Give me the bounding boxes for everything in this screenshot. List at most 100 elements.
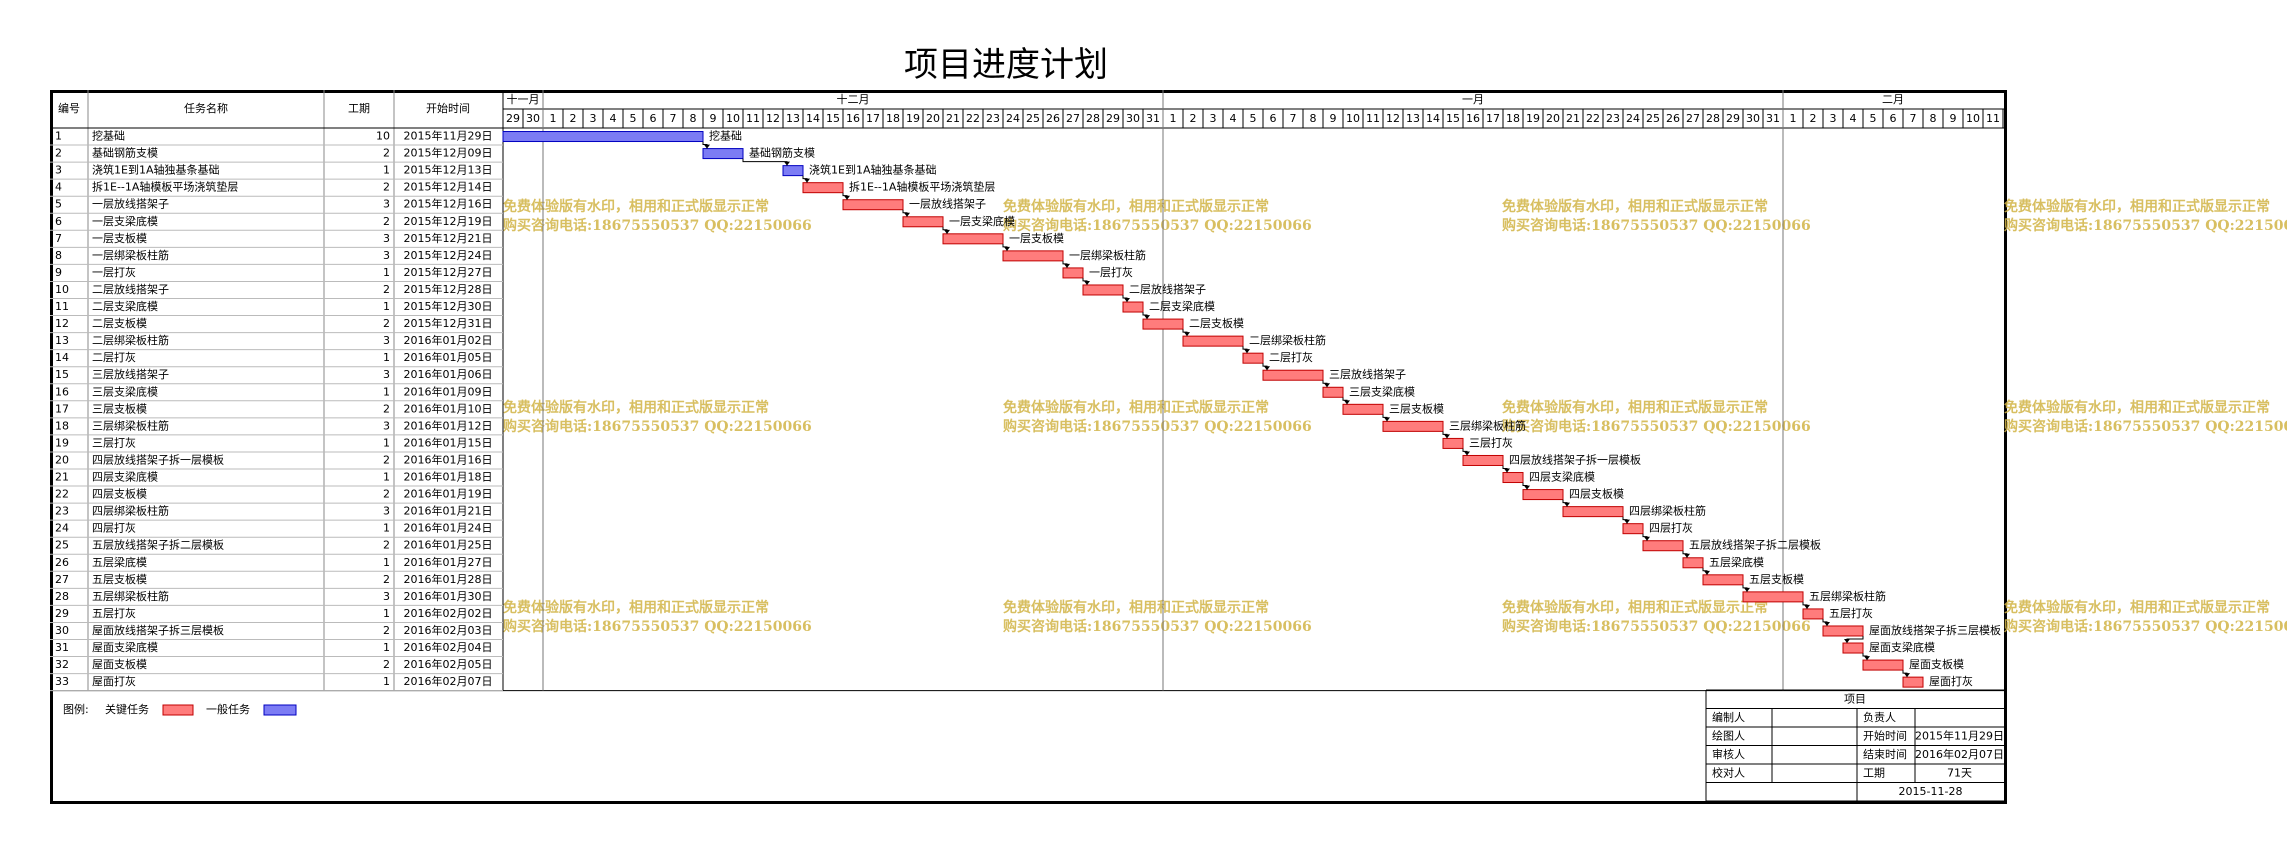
info-date: 2015-11-28 — [1899, 785, 1963, 798]
day-label: 9 — [1330, 112, 1337, 125]
info-title: 项目 — [1844, 692, 1866, 705]
task-duration: 2 — [383, 573, 390, 586]
arrowhead — [1344, 400, 1350, 405]
info-label: 校对人 — [1712, 765, 1745, 779]
column-header: 开始时间 — [426, 101, 470, 115]
day-label: 25 — [1026, 112, 1040, 125]
legend-label: 一般任务 — [206, 703, 250, 716]
task-id: 14 — [55, 351, 69, 364]
day-label: 27 — [1686, 112, 1700, 125]
day-label: 11 — [1366, 112, 1380, 125]
day-label: 10 — [1346, 112, 1360, 125]
arrowhead — [1564, 502, 1570, 507]
task-duration: 3 — [383, 419, 390, 432]
task-duration: 3 — [383, 368, 390, 381]
arrowhead — [1684, 553, 1690, 558]
task-id: 9 — [55, 266, 62, 279]
arrowhead — [1324, 383, 1330, 388]
day-label: 23 — [1606, 112, 1620, 125]
task-duration: 2 — [383, 317, 390, 330]
task-name: 二层支板模 — [92, 316, 147, 330]
task-bar — [1502, 472, 1524, 484]
bar-label: 五层绑梁板柱筋 — [1809, 589, 1886, 603]
watermark: 免费体验版有水印，相用和正式版显示正常 — [2004, 599, 2270, 616]
task-bar — [1862, 659, 1904, 671]
day-label: 16 — [1466, 112, 1480, 125]
bar-label: 一层绑梁板柱筋 — [1069, 248, 1146, 262]
day-label: 19 — [906, 112, 920, 125]
bar-label: 五层打灰 — [1829, 606, 1873, 620]
day-label: 8 — [1310, 112, 1317, 125]
task-id: 30 — [55, 624, 69, 637]
task-id: 28 — [55, 590, 69, 603]
day-label: 28 — [1706, 112, 1720, 125]
day-label: 15 — [826, 112, 840, 125]
info-value: 2015年11月29日 — [1915, 728, 2004, 742]
task-id: 17 — [55, 402, 69, 415]
day-label: 31 — [1146, 112, 1160, 125]
task-duration: 1 — [383, 556, 390, 569]
task-bar — [1802, 608, 1824, 620]
bar-label: 三层打灰 — [1469, 435, 1513, 449]
task-duration: 1 — [383, 266, 390, 279]
arrowhead — [1644, 536, 1650, 541]
task-start: 2016年01月25日 — [404, 538, 493, 552]
arrowhead — [1624, 519, 1630, 524]
bar-label: 二层打灰 — [1269, 350, 1313, 364]
task-id: 29 — [55, 607, 69, 620]
task-name: 浇筑1E到1A轴独基条基础 — [92, 163, 219, 177]
arrowhead — [1464, 451, 1470, 456]
day-label: 30 — [1126, 112, 1140, 125]
task-bar — [1622, 523, 1644, 535]
watermark: 购买咨询电话:18675550537 QQ:22150066 — [1502, 618, 1811, 635]
task-duration: 3 — [383, 249, 390, 262]
task-start: 2016年01月27日 — [404, 555, 493, 569]
task-id: 23 — [55, 505, 69, 518]
task-start: 2015年12月28日 — [404, 282, 493, 296]
arrowhead — [1844, 639, 1850, 644]
task-id: 1 — [55, 130, 62, 143]
task-start: 2016年01月02日 — [404, 333, 493, 347]
day-label: 2 — [1810, 112, 1817, 125]
task-id: 4 — [55, 181, 62, 194]
watermark: 免费体验版有水印，相用和正式版显示正常 — [503, 599, 769, 616]
task-bar — [1122, 301, 1144, 313]
watermark: 免费体验版有水印，相用和正式版显示正常 — [1003, 399, 1269, 416]
task-id: 8 — [55, 249, 62, 262]
task-id: 24 — [55, 522, 69, 535]
watermark: 免费体验版有水印，相用和正式版显示正常 — [503, 198, 769, 215]
task-start: 2016年01月15日 — [404, 435, 493, 449]
task-name: 二层绑梁板柱筋 — [92, 333, 169, 347]
info-label: 负责人 — [1863, 710, 1896, 724]
task-bar — [1242, 352, 1264, 364]
task-duration: 2 — [383, 402, 390, 415]
day-label: 9 — [710, 112, 717, 125]
task-name: 三层打灰 — [92, 435, 136, 449]
task-start: 2015年12月30日 — [404, 299, 493, 313]
task-id: 32 — [55, 658, 69, 671]
bar-label: 二层支板模 — [1189, 316, 1244, 330]
bar-label: 一层打灰 — [1089, 265, 1133, 279]
day-label: 25 — [1646, 112, 1660, 125]
bar-label: 二层支梁底模 — [1149, 299, 1215, 313]
day-label: 29 — [1726, 112, 1740, 125]
day-label: 2 — [1190, 112, 1197, 125]
task-bar — [502, 131, 704, 143]
task-name: 四层支梁底模 — [92, 470, 158, 484]
task-duration: 1 — [383, 675, 390, 688]
column-header: 工期 — [348, 102, 370, 115]
task-bar — [1682, 557, 1704, 569]
watermark: 免费体验版有水印，相用和正式版显示正常 — [503, 399, 769, 416]
bar-label: 四层绑梁板柱筋 — [1629, 504, 1706, 518]
watermark: 免费体验版有水印，相用和正式版显示正常 — [1502, 599, 1768, 616]
day-label: 9 — [1950, 112, 1957, 125]
day-label: 28 — [1086, 112, 1100, 125]
task-id: 21 — [55, 471, 69, 484]
task-bar — [782, 165, 804, 177]
arrowhead — [1244, 349, 1250, 354]
task-bar — [702, 148, 744, 160]
task-name: 二层放线搭架子 — [92, 282, 169, 296]
task-duration: 2 — [383, 624, 390, 637]
day-label: 15 — [1446, 112, 1460, 125]
task-duration: 1 — [383, 351, 390, 364]
